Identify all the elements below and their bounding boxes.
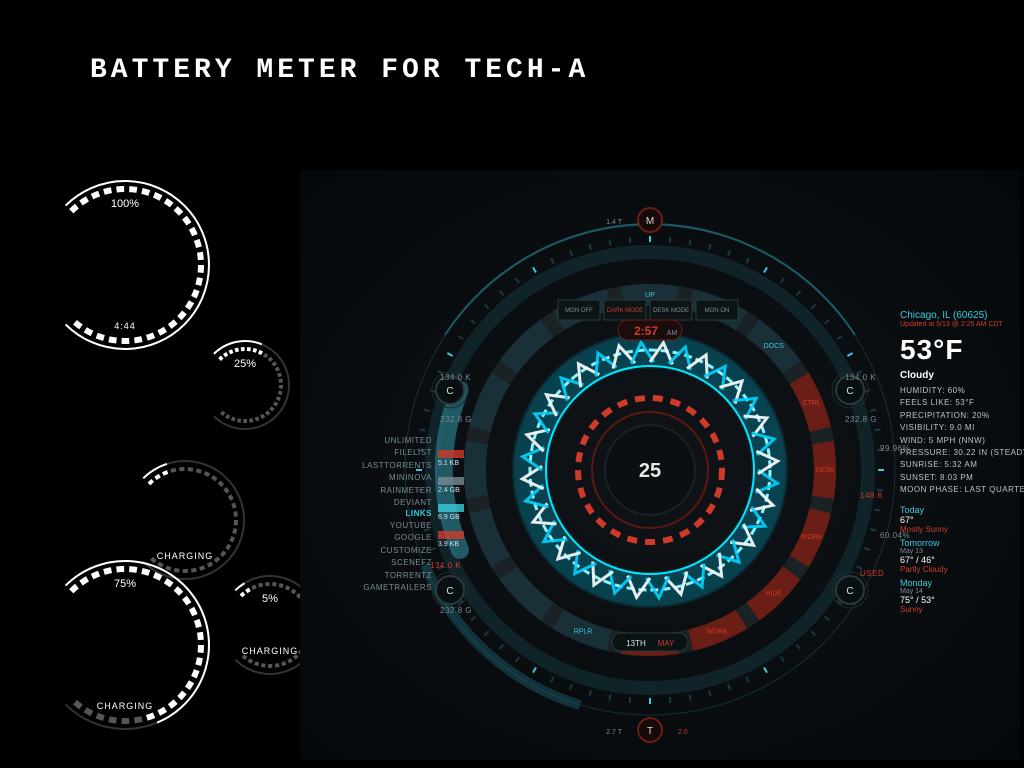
- hud-bl-v1: 134.0 K: [430, 560, 461, 572]
- svg-text:HIDE: HIDE: [765, 591, 782, 598]
- svg-text:T: T: [647, 726, 653, 737]
- svg-text:M: M: [646, 216, 654, 227]
- hud-links-top: UNLIMITEDFILELISTLASTTORRENTSMININOVARAI…: [362, 435, 432, 509]
- svg-text:2.0: 2.0: [678, 729, 688, 736]
- svg-text:75%: 75%: [114, 578, 136, 590]
- svg-text:MAY: MAY: [658, 639, 675, 648]
- svg-text:100%: 100%: [111, 198, 139, 210]
- weather-temp: 53°F: [900, 334, 1024, 366]
- hud-link[interactable]: CUSTOMIZE: [362, 545, 432, 557]
- svg-text:C: C: [846, 386, 853, 397]
- svg-text:DESK MODE: DESK MODE: [653, 308, 689, 314]
- hud-center-value: 25: [639, 460, 661, 482]
- svg-text:2:57: 2:57: [634, 324, 658, 338]
- weather-updated: Updated at 5/13 @ 2:25 AM CDT: [900, 321, 1024, 328]
- hud-link[interactable]: UNLIMITED: [362, 435, 432, 447]
- hud-desktop: UPCOMPDOCSCTRLDESKWORKHIDEWORKFREERPLR M…: [300, 170, 1020, 760]
- hud-used: USED: [860, 568, 884, 580]
- svg-text:WORK: WORK: [706, 629, 728, 636]
- svg-text:5%: 5%: [262, 593, 278, 605]
- svg-text:25%: 25%: [234, 358, 256, 370]
- svg-text:DESK: DESK: [815, 467, 834, 474]
- weather-forecast: Today 67° Mostly Sunny Tomorrow May 13 6…: [900, 505, 1024, 614]
- hud-tr-v2: 232.8 G: [845, 414, 877, 426]
- hud-tl-v1: 134.0 K: [440, 372, 471, 384]
- svg-text:C: C: [846, 586, 853, 597]
- svg-text:MON OFF: MON OFF: [565, 308, 593, 314]
- hud-tr-v1: 134.0 K: [845, 372, 876, 384]
- svg-text:MON ON: MON ON: [705, 308, 730, 314]
- svg-text:C: C: [446, 586, 453, 597]
- hud-link[interactable]: MININOVA: [362, 472, 432, 484]
- hud-tr-pct: 99.96%: [880, 443, 910, 455]
- hud-br-v1: 148.6: [860, 490, 883, 502]
- hud-link[interactable]: RAINMETER: [362, 485, 432, 497]
- battery-meter-m75[interactable]: 75% CHARGING: [35, 555, 215, 735]
- svg-text:DOCS: DOCS: [764, 343, 785, 350]
- svg-text:4:44: 4:44: [114, 321, 136, 331]
- hud-links-bot: YOUTUBEGOOGLECUSTOMIZESCENEFZTORRENTZGAM…: [362, 520, 432, 594]
- weather-cond: Cloudy: [900, 370, 1024, 381]
- svg-text:2.7 T: 2.7 T: [606, 729, 623, 736]
- svg-text:1.4 T: 1.4 T: [606, 219, 623, 226]
- svg-text:UP: UP: [645, 292, 655, 299]
- weather-panel: Chicago, IL (60625) Updated at 5/13 @ 2:…: [900, 310, 1024, 618]
- hud-link[interactable]: GAMETRAILERS: [362, 582, 432, 594]
- hud-link[interactable]: GOOGLE: [362, 532, 432, 544]
- svg-text:DARK MODE: DARK MODE: [607, 308, 643, 314]
- hud-left-bars: 5.1 KB2.4 GB6.9 GB3.9 KB: [438, 450, 464, 558]
- svg-text:CTRL: CTRL: [803, 400, 821, 407]
- hud-tl-v2: 232.8 G: [440, 414, 472, 426]
- svg-text:WORK: WORK: [801, 534, 823, 541]
- hud-link[interactable]: LASTTORRENTS: [362, 460, 432, 472]
- svg-text:AM: AM: [667, 330, 678, 337]
- page-title: BATTERY METER FOR TECH-A: [90, 55, 589, 86]
- hud-link[interactable]: FILELIST: [362, 447, 432, 459]
- hud-links-title: LINKS: [362, 508, 432, 520]
- svg-text:CHARGING: CHARGING: [97, 701, 154, 711]
- svg-text:13TH: 13TH: [626, 639, 646, 648]
- hud-br-pct: 60.04%: [880, 530, 910, 542]
- weather-city: Chicago, IL (60625): [900, 310, 1024, 321]
- hud-bl-v2: 232.8 G: [440, 605, 472, 617]
- hud-link[interactable]: YOUTUBE: [362, 520, 432, 532]
- battery-meter-m100[interactable]: 100% 4:44: [35, 175, 215, 355]
- svg-text:C: C: [446, 386, 453, 397]
- hud-link[interactable]: SCENEFZ: [362, 557, 432, 569]
- battery-meter-m25[interactable]: 25%: [195, 335, 295, 435]
- svg-text:RPLR: RPLR: [574, 629, 593, 636]
- hud-link[interactable]: TORRENTZ: [362, 570, 432, 582]
- svg-text:CHARGING: CHARGING: [242, 646, 299, 656]
- weather-details: Humidity: 60%Feels Like: 53°FPrecipitati…: [900, 385, 1024, 497]
